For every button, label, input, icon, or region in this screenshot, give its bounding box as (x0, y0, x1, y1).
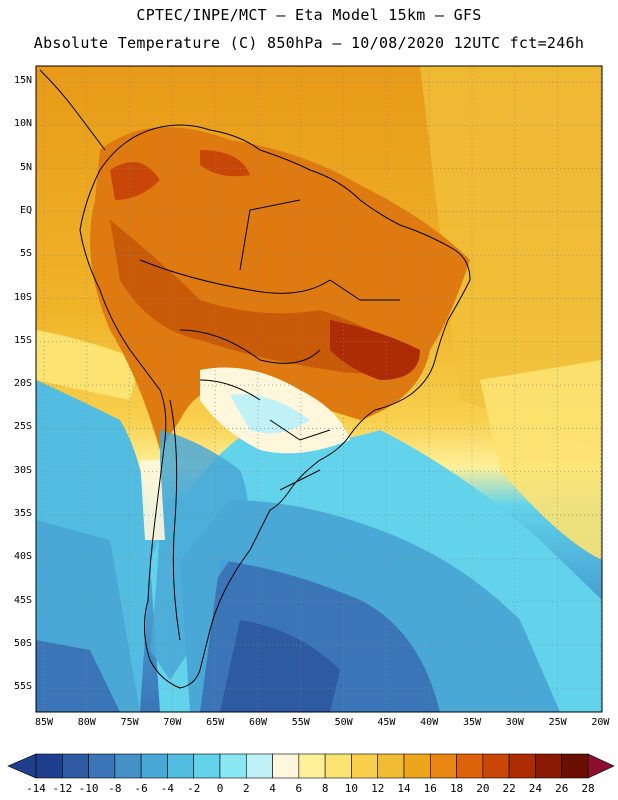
colorbar-arrow-right (587, 753, 615, 779)
lat-label: EQ (19, 204, 32, 216)
colorbar-label: 6 (295, 782, 303, 795)
colorbar-swatch (429, 753, 457, 779)
lon-label: 20W (591, 717, 610, 728)
colorbar-arrow-left (7, 753, 37, 779)
colorbar-label: 10 (344, 782, 359, 795)
lat-label: 5N (19, 161, 32, 173)
lon-label: 40W (420, 717, 439, 728)
colorbar-swatch (167, 753, 195, 779)
colorbar-swatch (114, 753, 142, 779)
lat-label: 30S (13, 464, 32, 476)
colorbar-label: -4 (160, 782, 175, 795)
colorbar-swatch (88, 753, 116, 779)
colorbar-label: 2 (242, 782, 250, 795)
colorbar-label: -2 (187, 782, 201, 795)
colorbar-label: 0 (216, 782, 224, 795)
colorbar-swatch (298, 753, 326, 779)
lon-label: 65W (206, 717, 225, 728)
colorbar-label: 8 (321, 782, 329, 795)
colorbar-swatch (219, 753, 247, 779)
colorbar-swatch (377, 753, 405, 779)
title-line-2: Absolute Temperature (C) 850hPa – 10/08/… (33, 34, 585, 52)
lon-label: 45W (377, 717, 396, 728)
lat-label: 45S (13, 594, 32, 606)
colorbar-label: 26 (555, 782, 569, 795)
lat-label: 20S (13, 378, 32, 390)
colorbar-swatch (351, 753, 379, 779)
colorbar-label: 12 (371, 782, 385, 795)
title-line-1: CPTEC/INPE/MCT – Eta Model 15km – GFS (136, 6, 482, 24)
colorbar-label: 22 (502, 782, 516, 795)
map-border (35, 65, 603, 713)
colorbar-swatch (535, 753, 563, 779)
colorbar-swatch (140, 753, 168, 779)
colorbar-label: 18 (449, 782, 464, 795)
colorbar-swatch (561, 753, 589, 779)
lon-label: 75W (120, 717, 139, 728)
colorbar-label: 20 (476, 782, 490, 795)
colorbar-swatch (272, 753, 300, 779)
colorbar-label: 28 (581, 782, 595, 795)
lon-label: 70W (163, 717, 182, 728)
lon-label: 25W (548, 717, 567, 728)
lat-label: 55S (13, 681, 32, 693)
lat-label: 10N (13, 118, 32, 130)
lon-label: 55W (291, 717, 310, 728)
lon-label: 80W (77, 717, 96, 728)
colorbar-label: -10 (78, 782, 99, 795)
colorbar-label: 14 (397, 782, 411, 795)
colorbar-swatch (482, 753, 510, 779)
colorbar-label: 16 (423, 782, 437, 795)
lon-label: 60W (248, 717, 268, 728)
colorbar-label: -14 (26, 782, 46, 795)
lat-label: 15N (13, 75, 32, 86)
colorbar-label: -12 (52, 782, 73, 795)
lat-label: 10S (13, 291, 32, 303)
colorbar-label: 4 (269, 782, 276, 795)
colorbar-label: -6 (134, 782, 148, 795)
colorbar (7, 753, 615, 779)
colorbar-swatch (403, 753, 431, 779)
lon-label: 50W (334, 717, 353, 728)
colorbar-label: -8 (108, 782, 122, 795)
lat-label: 5S (19, 248, 32, 260)
colorbar-swatch (245, 753, 273, 779)
lat-label: 50S (13, 637, 32, 649)
colorbar-swatch (508, 753, 536, 779)
colorbar-label: 24 (528, 782, 543, 795)
colorbar-swatch (456, 753, 484, 779)
coastlines (39, 69, 471, 689)
lon-label: 30W (505, 717, 524, 728)
colorbar-swatch (61, 753, 89, 779)
colorbar-swatch (324, 753, 352, 779)
lon-label: 85W (34, 717, 54, 728)
lat-label: 35S (13, 508, 32, 519)
temperature-field (36, 66, 602, 712)
lat-label: 25S (13, 421, 32, 433)
colorbar-swatch (35, 753, 63, 779)
colorbar-swatch (193, 753, 221, 779)
lat-label: 15S (13, 334, 32, 346)
lat-label: 40S (13, 551, 32, 563)
lon-label: 35W (462, 717, 482, 728)
